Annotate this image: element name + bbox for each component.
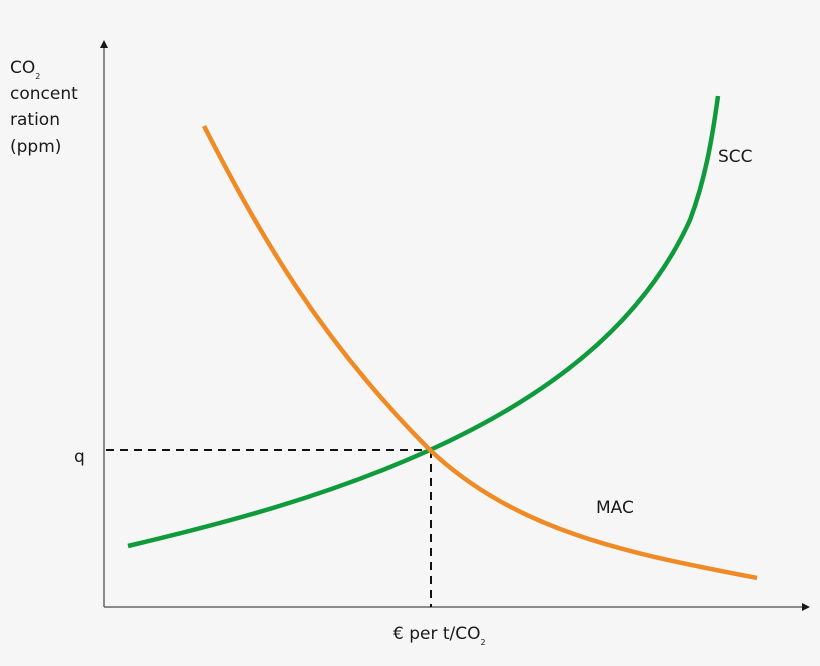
y-axis xyxy=(100,40,108,607)
scc-series-label: SCC xyxy=(718,147,753,167)
y-axis-arrow-icon xyxy=(100,40,108,48)
svg-text:ration: ration xyxy=(10,110,60,130)
mac-curve xyxy=(201,124,758,581)
svg-text:CO2: CO2 xyxy=(10,58,40,81)
x-axis-arrow-icon xyxy=(802,603,810,611)
y-axis-label: CO2 concent ration (ppm) xyxy=(10,58,78,157)
scc-curve xyxy=(127,95,721,549)
x-axis-label: € per t/CO2 xyxy=(393,624,486,647)
q-tick-label: q xyxy=(74,447,85,467)
x-axis xyxy=(104,603,810,611)
mac-series-label: MAC xyxy=(596,498,634,518)
svg-text:(ppm): (ppm) xyxy=(10,137,61,157)
svg-text:concent: concent xyxy=(10,84,78,104)
